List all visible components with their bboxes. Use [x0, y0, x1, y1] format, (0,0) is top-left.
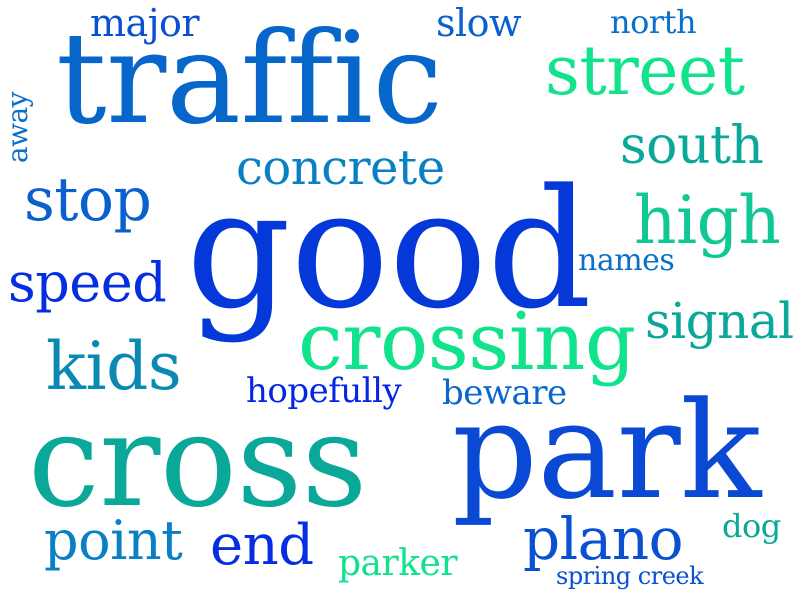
- word-signal: signal: [645, 292, 794, 350]
- word-speed: speed: [8, 251, 167, 314]
- word-north: north: [610, 3, 697, 41]
- word-end: end: [210, 513, 314, 578]
- word-dog: dog: [722, 507, 781, 545]
- word-good: good: [186, 154, 592, 345]
- word-beware: beware: [442, 373, 567, 413]
- word-street: street: [545, 32, 745, 111]
- word-names: names: [578, 243, 675, 278]
- word-high: high: [634, 182, 781, 259]
- word-point: point: [44, 509, 183, 572]
- word-park: park: [452, 373, 761, 529]
- word-stop: stop: [24, 165, 152, 235]
- word-hopefully: hopefully: [246, 371, 402, 411]
- word-kids: kids: [46, 328, 182, 405]
- word-major: major: [90, 1, 200, 45]
- word-parker: parker: [338, 543, 458, 584]
- word-crossing: crossing: [298, 295, 636, 388]
- word-concrete: concrete: [236, 140, 445, 196]
- word-spring-creek: spring creek: [556, 562, 704, 590]
- word-cross: cross: [28, 387, 367, 536]
- word-south: south: [620, 116, 764, 176]
- word-slow: slow: [436, 1, 522, 45]
- word-away: away: [1, 92, 34, 164]
- word-traffic: traffic: [56, 5, 443, 152]
- word-plano: plano: [523, 505, 684, 573]
